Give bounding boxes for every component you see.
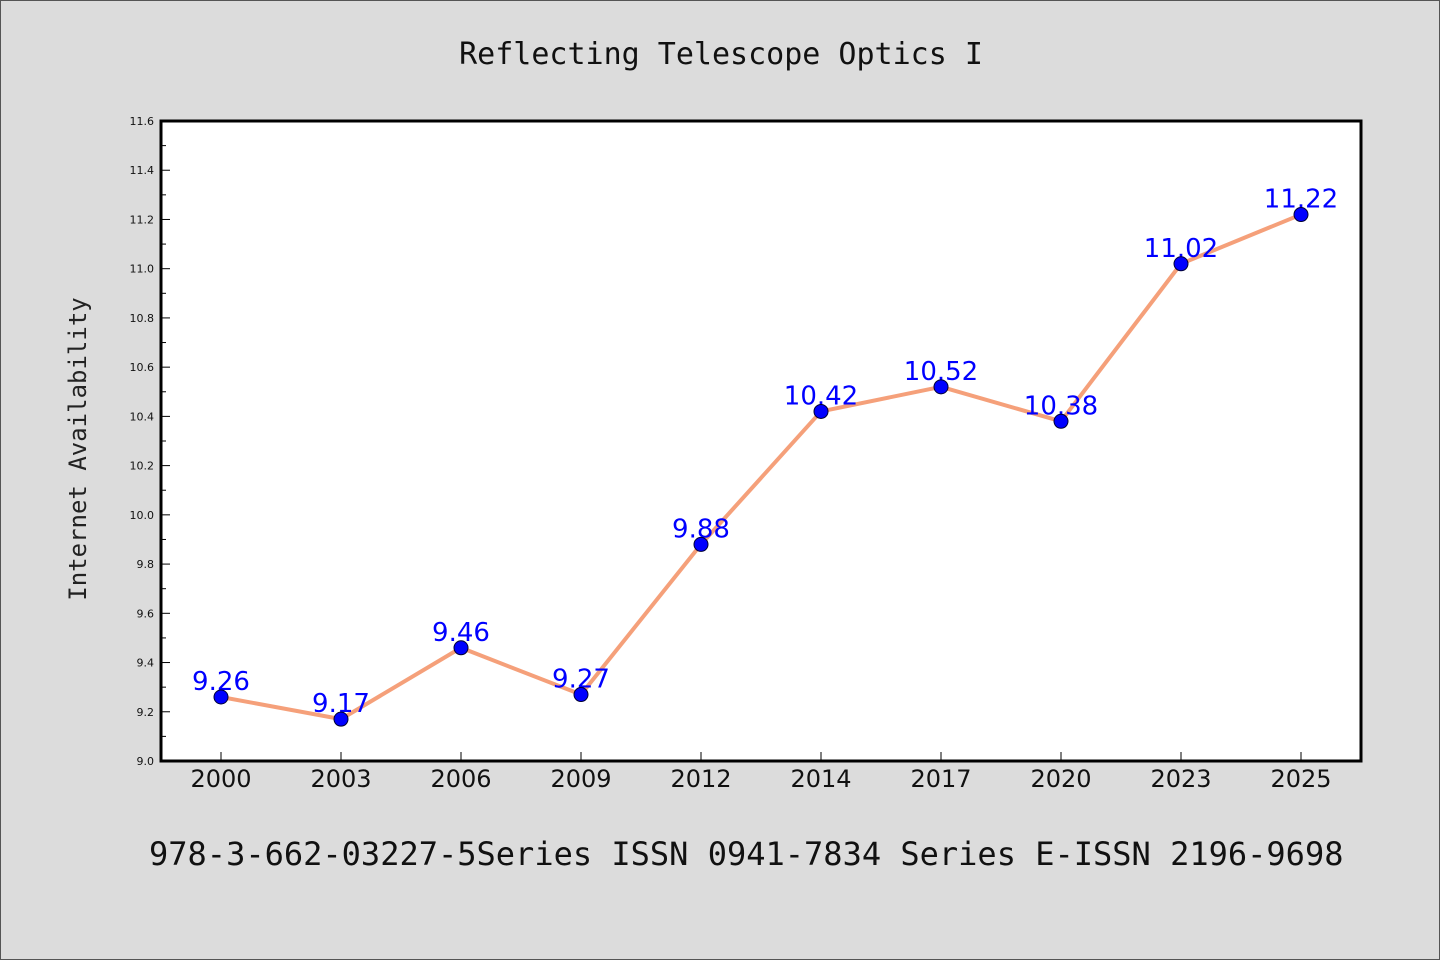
data-point	[1293, 207, 1309, 223]
x-tick-label: 2020	[1030, 765, 1091, 793]
y-tick-label: 9.8	[137, 558, 155, 571]
y-tick-label: 9.2	[137, 706, 155, 719]
data-point	[333, 711, 349, 727]
y-tick-label: 9.0	[137, 755, 155, 768]
y-axis-label: Internet Availability	[64, 297, 92, 600]
data-point	[1173, 256, 1189, 272]
data-point	[1053, 413, 1069, 429]
x-tick-label: 2003	[310, 765, 371, 793]
y-tick-label: 10.4	[130, 410, 155, 423]
x-tick-label: 2017	[910, 765, 971, 793]
y-axis: 9.0 9.2 9.4 9.6 9.8 10.0 10.2 10.4 10.6 10.8 11.0 1…	[130, 115, 170, 768]
data-point	[453, 640, 469, 656]
y-tick-label: 10.2	[130, 460, 155, 473]
data-point	[813, 403, 829, 419]
y-tick-label: 11.0	[130, 263, 155, 276]
data-point	[693, 536, 709, 552]
y-tick-label: 9.6	[137, 607, 155, 620]
footer-isbn: 978-3-662-03227-5Series ISSN 0941-7834 S…	[149, 835, 1343, 873]
y-tick-label: 11.6	[130, 115, 155, 128]
y-tick-label: 10.6	[130, 361, 155, 374]
data-point	[573, 687, 589, 703]
x-tick-label: 2023	[1150, 765, 1211, 793]
series-layer: 9.269.179.469.279.8810.4210.5210.3811.02…	[192, 185, 1338, 727]
y-tick-label: 11.4	[130, 164, 155, 177]
plot-area	[159, 119, 1363, 763]
x-tick-label: 2009	[550, 765, 611, 793]
x-tick-label: 2006	[430, 765, 491, 793]
y-tick-label: 9.4	[137, 657, 155, 670]
chart-title: Reflecting Telescope Optics I	[459, 37, 983, 72]
data-point	[213, 689, 229, 705]
y-tick-label: 11.2	[130, 213, 155, 226]
x-tick-label: 2014	[790, 765, 851, 793]
data-point	[933, 379, 949, 395]
y-tick-label: 10.0	[130, 509, 155, 522]
series-line	[219, 212, 1303, 722]
y-tick-label: 10.8	[130, 312, 155, 325]
x-tick-label: 2025	[1270, 765, 1331, 793]
x-tick-label: 2012	[670, 765, 731, 793]
x-tick-label: 2000	[190, 765, 251, 793]
x-axis: 2000 2003 2006 2009 2012 2014 2017 2020 2023 2025	[190, 752, 1332, 793]
